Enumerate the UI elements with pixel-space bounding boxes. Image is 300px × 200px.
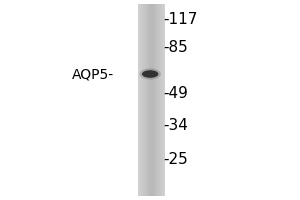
Text: -25: -25 <box>164 153 188 168</box>
Bar <box>139 4 140 196</box>
Bar <box>153 4 154 196</box>
Ellipse shape <box>140 68 161 80</box>
Bar <box>157 4 158 196</box>
Bar <box>159 4 160 196</box>
Bar <box>158 4 159 196</box>
Bar <box>161 4 162 196</box>
Bar <box>145 4 146 196</box>
Text: -85: -85 <box>164 40 188 55</box>
Text: -34: -34 <box>164 118 188 134</box>
Bar <box>156 4 157 196</box>
Bar <box>150 4 151 196</box>
Bar <box>160 4 161 196</box>
Bar <box>143 4 144 196</box>
Bar <box>164 4 165 196</box>
Bar <box>144 4 145 196</box>
Bar <box>151 4 152 196</box>
Bar <box>154 4 155 196</box>
Bar <box>138 4 139 196</box>
Bar <box>146 4 147 196</box>
Bar <box>141 4 142 196</box>
Bar <box>152 4 153 196</box>
Text: AQP5-: AQP5- <box>72 67 114 81</box>
Bar <box>148 4 149 196</box>
Ellipse shape <box>142 70 158 78</box>
Bar <box>149 4 150 196</box>
Bar <box>140 4 141 196</box>
Text: -117: -117 <box>164 12 198 27</box>
Bar <box>147 4 148 196</box>
Bar <box>163 4 164 196</box>
Bar <box>142 4 143 196</box>
Text: -49: -49 <box>164 86 188 102</box>
Bar <box>162 4 163 196</box>
